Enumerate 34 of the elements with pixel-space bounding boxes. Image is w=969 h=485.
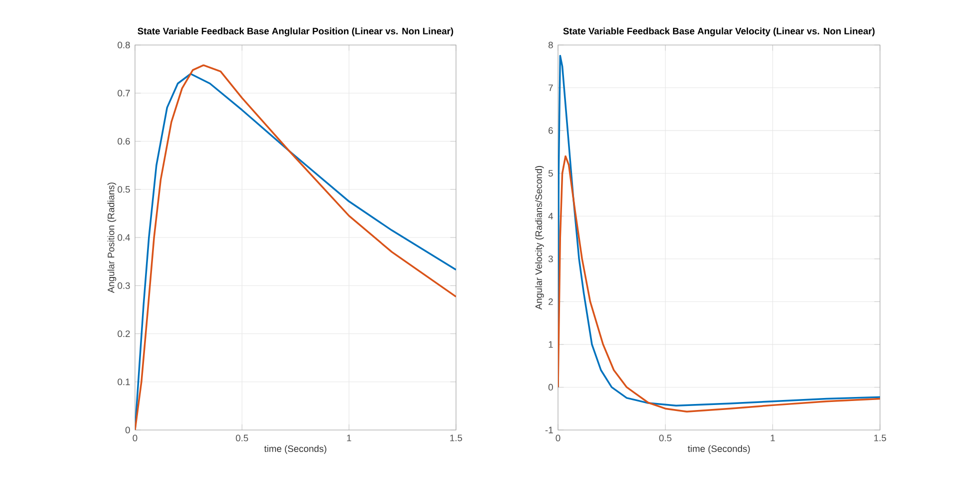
y-tick-label: -1 <box>545 426 553 434</box>
y-tick-label: 0.7 <box>118 90 130 96</box>
x-tick-label: 0 <box>556 434 560 442</box>
x-axis-title: time (Seconds) <box>688 445 750 454</box>
y-tick-label: 0.3 <box>118 282 130 289</box>
y-tick-label: 8 <box>548 42 553 48</box>
y-tick-label: 0.6 <box>118 138 130 145</box>
y-tick-label: 4 <box>548 212 554 220</box>
y-tick-label: 0.5 <box>118 186 130 193</box>
y-tick-label: 0 <box>125 426 130 434</box>
y-tick-label: 0.4 <box>118 234 130 241</box>
x-tick-label: 1 <box>347 434 352 442</box>
y-tick-label: 2 <box>548 298 553 305</box>
y-tick-label: 3 <box>548 256 553 262</box>
line-series <box>558 155 880 412</box>
y-tick-label: 1 <box>548 341 553 348</box>
y-tick-label: 5 <box>548 170 553 177</box>
x-tick-label: 0.5 <box>659 434 672 442</box>
y-tick-label: 0.8 <box>118 42 130 48</box>
x-tick-label: 0 <box>132 434 138 442</box>
x-tick-label: 0.5 <box>236 434 248 442</box>
y-axis-title: Angular Position (Radians) <box>107 182 116 293</box>
x-axis-title: time (Seconds) <box>264 445 326 454</box>
x-tick-label: 1 <box>770 434 775 442</box>
y-tick-label: 0 <box>548 384 553 391</box>
x-tick-label: 1.5 <box>450 434 462 442</box>
chart-title: State Variable Feedback Base Anglular Position (Linear vs. Non Linear) <box>138 28 454 36</box>
chart-title: State Variable Feedback Base Angular Velocity (Linear vs. Non Linear) <box>563 28 875 36</box>
y-axis-title: Angular Velocity (Radians/Second) <box>535 166 544 310</box>
y-tick-label: 0.1 <box>118 378 130 386</box>
y-tick-label: 0.2 <box>118 330 130 338</box>
y-tick-label: 7 <box>548 84 553 91</box>
x-tick-label: 1.5 <box>874 434 886 442</box>
y-tick-label: 6 <box>548 127 553 134</box>
